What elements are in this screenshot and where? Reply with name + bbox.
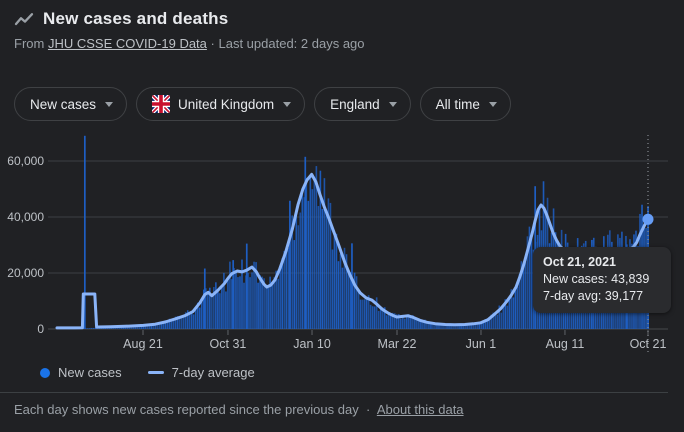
svg-text:Jan 10: Jan 10 [293, 337, 331, 351]
svg-text:20,000: 20,000 [7, 266, 44, 280]
page-title: New cases and deaths [43, 9, 229, 28]
footer-note-text: Each day shows new cases reported since … [14, 402, 359, 417]
svg-text:Oct 31: Oct 31 [210, 337, 247, 351]
legend-item-new-cases: New cases [40, 365, 122, 380]
footer-note: Each day shows new cases reported since … [0, 393, 668, 417]
footer-divider: Each day shows new cases reported since … [0, 392, 668, 417]
region-dropdown[interactable]: England [314, 87, 411, 121]
footer-separator: · [365, 402, 371, 417]
timerange-dropdown-label: All time [435, 96, 480, 112]
chart-legend: New cases 7-day average [40, 365, 255, 380]
legend-item-7day-average: 7-day average [147, 365, 255, 380]
legend-avg-label: 7-day average [171, 365, 255, 380]
svg-text:0: 0 [37, 322, 44, 336]
uk-flag-icon [152, 95, 171, 113]
last-updated-text: Last updated: 2 days ago [218, 36, 365, 51]
svg-text:Oct 21: Oct 21 [630, 337, 667, 351]
chevron-down-icon [283, 101, 292, 107]
cases-chart[interactable]: 0 20,000 40,000 60,000 Aug 21 Oct 31 Jan 10 Mar… [0, 128, 684, 360]
svg-text:Mar 22: Mar 22 [378, 337, 417, 351]
chevron-down-icon [488, 101, 497, 107]
svg-text:40,000: 40,000 [7, 210, 44, 224]
country-dropdown[interactable]: United Kingdom [136, 87, 306, 121]
chart-area[interactable]: 0 20,000 40,000 60,000 Aug 21 Oct 31 Jan 10 Mar… [0, 128, 684, 360]
avg-line-marker [147, 371, 164, 374]
chevron-down-icon [105, 101, 114, 107]
svg-text:Jun 1: Jun 1 [466, 337, 497, 351]
widget-header: New cases and deaths [14, 9, 228, 29]
chart-tooltip: Oct 21, 2021 New cases: 43,839 7-day avg… [533, 247, 671, 313]
metric-dropdown[interactable]: New cases [14, 87, 128, 121]
about-this-data-link[interactable]: About this data [376, 402, 464, 417]
svg-text:Aug 11: Aug 11 [546, 337, 585, 351]
legend-new-cases-label: New cases [58, 365, 122, 380]
new-cases-dot-marker [40, 367, 50, 378]
country-dropdown-label: United Kingdom [178, 96, 275, 112]
tooltip-date: Oct 21, 2021 [543, 255, 616, 269]
svg-text:Aug 21: Aug 21 [123, 337, 163, 351]
region-dropdown-label: England [330, 96, 380, 112]
tooltip-new-cases: New cases: 43,839 [543, 272, 650, 286]
source-prefix: From [14, 36, 45, 51]
metric-dropdown-label: New cases [30, 96, 97, 112]
svg-text:60,000: 60,000 [7, 154, 44, 168]
chevron-down-icon [388, 101, 397, 107]
source-link[interactable]: JHU CSSE COVID-19 Data [47, 36, 207, 51]
trending-line-icon [14, 11, 34, 27]
source-line: From JHU CSSE COVID-19 Data · Last updat… [14, 36, 365, 51]
filter-bar: New cases United Kingdom England All tim… [14, 87, 511, 121]
tooltip-avg: 7-day avg: 39,177 [543, 289, 644, 303]
separator-dot: · [210, 36, 215, 51]
timerange-dropdown[interactable]: All time [419, 87, 511, 121]
